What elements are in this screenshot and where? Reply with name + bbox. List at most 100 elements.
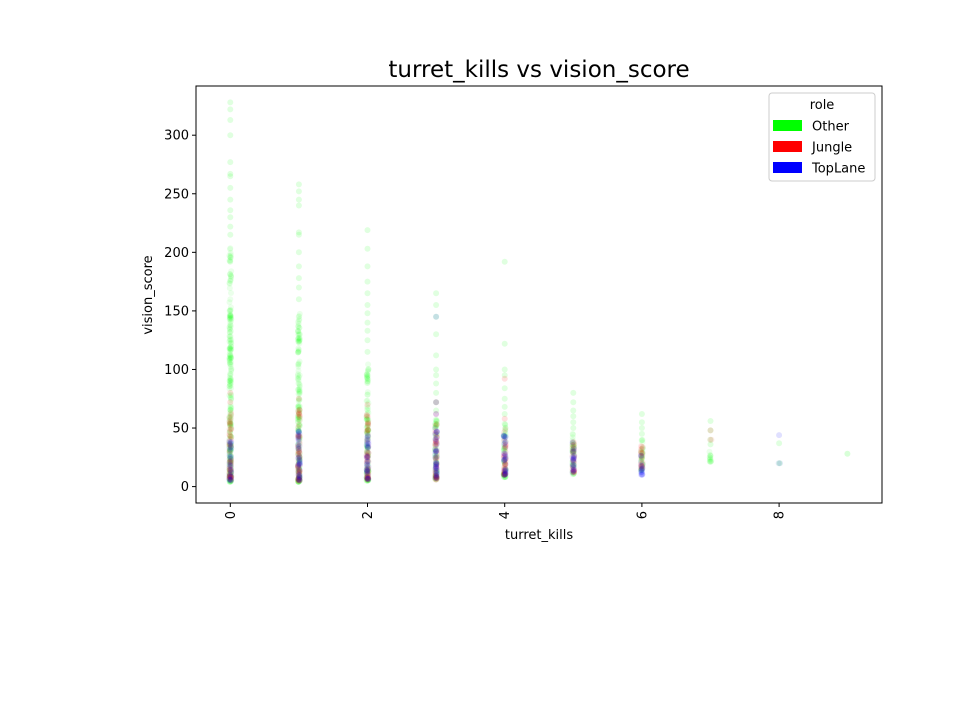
data-point bbox=[294, 416, 301, 423]
data-point bbox=[227, 426, 234, 433]
data-point bbox=[639, 460, 646, 467]
data-point bbox=[296, 428, 303, 435]
data-point bbox=[364, 416, 371, 423]
data-point bbox=[296, 465, 303, 472]
data-point bbox=[502, 466, 509, 473]
data-point bbox=[364, 468, 371, 475]
data-point bbox=[226, 472, 233, 479]
data-point bbox=[226, 419, 233, 425]
data-point bbox=[296, 466, 303, 473]
data-point bbox=[501, 456, 508, 463]
data-point bbox=[571, 470, 577, 477]
data-point bbox=[226, 441, 233, 447]
data-point bbox=[432, 420, 439, 427]
data-point bbox=[296, 433, 303, 440]
data-point bbox=[432, 476, 439, 483]
data-point bbox=[570, 469, 577, 476]
data-point bbox=[227, 457, 234, 464]
data-point bbox=[227, 440, 234, 447]
data-point bbox=[227, 476, 234, 483]
data-point bbox=[501, 464, 508, 471]
data-point bbox=[501, 429, 508, 436]
data-point bbox=[570, 457, 577, 464]
data-point bbox=[500, 473, 507, 480]
data-point bbox=[569, 466, 576, 473]
data-point bbox=[295, 469, 302, 476]
data-point bbox=[364, 378, 371, 385]
data-point bbox=[227, 355, 234, 362]
data-point bbox=[432, 475, 439, 482]
data-point bbox=[432, 424, 439, 431]
data-point bbox=[364, 474, 371, 481]
data-point bbox=[364, 310, 371, 317]
data-point bbox=[364, 444, 371, 451]
data-point bbox=[295, 436, 302, 443]
data-point bbox=[364, 427, 371, 434]
data-point bbox=[363, 442, 370, 449]
data-point bbox=[433, 429, 440, 436]
data-point bbox=[364, 475, 371, 482]
data-point bbox=[296, 460, 302, 467]
data-point bbox=[433, 418, 440, 425]
data-point bbox=[501, 458, 507, 464]
data-point bbox=[365, 458, 372, 465]
data-point bbox=[227, 363, 234, 370]
data-point bbox=[639, 437, 646, 443]
data-point bbox=[501, 471, 508, 478]
data-point bbox=[295, 408, 302, 415]
data-point bbox=[433, 476, 440, 483]
data-point bbox=[295, 468, 302, 475]
data-point bbox=[296, 474, 303, 481]
data-point bbox=[570, 442, 577, 449]
data-point bbox=[295, 345, 302, 352]
data-point bbox=[226, 467, 233, 474]
data-point bbox=[226, 441, 233, 448]
data-point bbox=[501, 453, 508, 460]
series-jungle bbox=[226, 375, 715, 484]
data-point bbox=[227, 184, 234, 191]
data-point bbox=[502, 450, 509, 457]
data-point bbox=[363, 470, 370, 476]
data-point bbox=[502, 473, 509, 480]
data-point bbox=[296, 473, 303, 480]
data-point bbox=[433, 463, 440, 470]
data-point bbox=[776, 460, 783, 467]
data-point bbox=[501, 411, 508, 417]
data-point bbox=[296, 457, 303, 464]
data-point bbox=[227, 254, 234, 261]
data-point bbox=[569, 447, 576, 454]
data-point bbox=[364, 380, 371, 386]
data-point bbox=[226, 475, 233, 482]
data-point bbox=[363, 441, 370, 448]
data-point bbox=[502, 465, 509, 472]
data-point bbox=[228, 377, 234, 384]
data-point bbox=[226, 431, 233, 438]
data-point bbox=[364, 436, 371, 443]
data-point bbox=[363, 413, 370, 420]
data-point bbox=[502, 467, 509, 474]
data-point bbox=[432, 421, 439, 428]
data-point bbox=[364, 428, 371, 435]
data-point bbox=[226, 451, 233, 458]
data-point bbox=[295, 348, 302, 354]
data-point bbox=[295, 478, 302, 485]
data-point bbox=[295, 442, 302, 449]
data-point bbox=[227, 432, 234, 439]
data-point bbox=[639, 461, 646, 468]
data-point bbox=[296, 440, 303, 447]
data-point bbox=[295, 346, 302, 353]
data-point bbox=[226, 470, 233, 477]
data-point bbox=[364, 468, 371, 475]
data-point bbox=[570, 462, 577, 469]
data-point bbox=[364, 415, 371, 422]
data-point bbox=[570, 440, 577, 447]
data-point bbox=[296, 417, 303, 424]
data-point bbox=[296, 448, 303, 455]
data-point bbox=[227, 316, 233, 323]
data-point bbox=[571, 441, 578, 448]
data-point bbox=[226, 428, 233, 435]
data-point bbox=[364, 476, 371, 482]
data-point bbox=[638, 425, 645, 431]
data-point bbox=[226, 455, 233, 462]
data-point bbox=[638, 469, 645, 476]
